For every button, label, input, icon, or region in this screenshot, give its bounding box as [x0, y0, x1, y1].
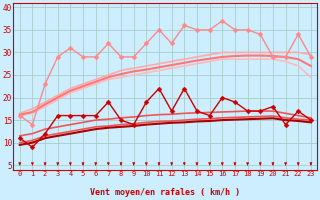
X-axis label: Vent moyen/en rafales ( km/h ): Vent moyen/en rafales ( km/h )	[90, 188, 240, 197]
